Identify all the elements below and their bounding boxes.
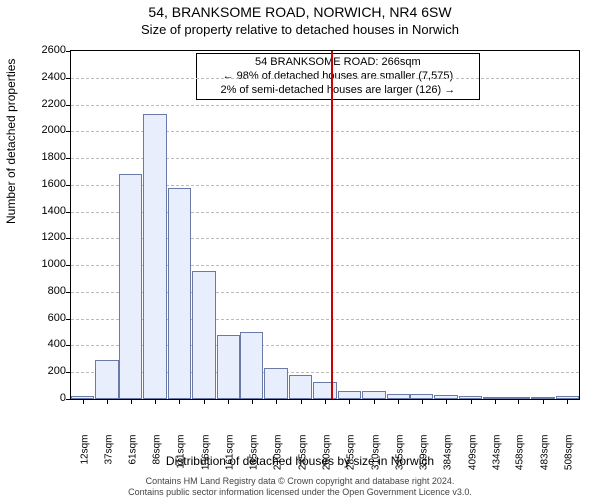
x-tick-label: 384sqm <box>443 435 454 485</box>
y-tick-label: 400 <box>26 338 66 350</box>
x-tick-label: 285sqm <box>346 435 357 485</box>
x-tick-label: 508sqm <box>564 435 575 485</box>
histogram-bar <box>192 271 215 399</box>
y-tick-label: 600 <box>26 312 66 324</box>
footer-line: Contains public sector information licen… <box>0 487 600 498</box>
x-tick-mark <box>107 399 108 404</box>
y-tick-mark <box>66 345 71 346</box>
y-tick-label: 2400 <box>26 71 66 83</box>
y-tick-mark <box>66 105 71 106</box>
chart-container: 54, BRANKSOME ROAD, NORWICH, NR4 6SW Siz… <box>0 4 600 504</box>
info-line: ← 98% of detached houses are smaller (7,… <box>203 70 473 84</box>
y-tick-mark <box>66 372 71 373</box>
histogram-bar <box>217 335 240 399</box>
histogram-bar <box>95 360 118 399</box>
x-tick-label: 12sqm <box>79 435 90 485</box>
page-title: 54, BRANKSOME ROAD, NORWICH, NR4 6SW <box>0 4 600 20</box>
x-tick-label: 458sqm <box>515 435 526 485</box>
x-tick-mark <box>543 399 544 404</box>
x-tick-mark <box>422 399 423 404</box>
x-tick-label: 210sqm <box>273 435 284 485</box>
y-tick-mark <box>66 158 71 159</box>
y-tick-mark <box>66 292 71 293</box>
x-tick-label: 37sqm <box>104 435 115 485</box>
y-tick-label: 2000 <box>26 124 66 136</box>
x-tick-mark <box>228 399 229 404</box>
x-tick-label: 335sqm <box>395 435 406 485</box>
y-tick-label: 2600 <box>26 44 66 56</box>
histogram-bar <box>240 332 263 399</box>
y-tick-mark <box>66 185 71 186</box>
histogram-bar <box>143 114 166 399</box>
info-line: 2% of semi-detached houses are larger (1… <box>203 84 473 98</box>
info-line: 54 BRANKSOME ROAD: 266sqm <box>203 56 473 70</box>
x-tick-mark <box>471 399 472 404</box>
x-tick-mark <box>204 399 205 404</box>
x-tick-label: 260sqm <box>322 435 333 485</box>
y-tick-mark <box>66 319 71 320</box>
x-tick-label: 434sqm <box>491 435 502 485</box>
x-tick-label: 111sqm <box>176 435 187 485</box>
x-tick-mark <box>252 399 253 404</box>
x-tick-mark <box>446 399 447 404</box>
x-tick-label: 161sqm <box>225 435 236 485</box>
y-tick-mark <box>66 265 71 266</box>
info-box: 54 BRANKSOME ROAD: 266sqm ← 98% of detac… <box>196 53 480 100</box>
x-tick-label: 310sqm <box>370 435 381 485</box>
x-tick-mark <box>179 399 180 404</box>
histogram-bar <box>289 375 312 399</box>
y-tick-label: 2200 <box>26 98 66 110</box>
grid-line <box>71 105 579 106</box>
y-tick-mark <box>66 131 71 132</box>
x-tick-label: 409sqm <box>467 435 478 485</box>
x-tick-label: 359sqm <box>418 435 429 485</box>
x-tick-mark <box>83 399 84 404</box>
y-tick-label: 1200 <box>26 231 66 243</box>
plot-area: 54 BRANKSOME ROAD: 266sqm ← 98% of detac… <box>70 50 580 400</box>
x-tick-mark <box>398 399 399 404</box>
y-tick-mark <box>66 212 71 213</box>
y-tick-label: 800 <box>26 285 66 297</box>
y-tick-label: 1600 <box>26 178 66 190</box>
reference-line <box>331 51 333 399</box>
x-tick-label: 61sqm <box>127 435 138 485</box>
y-tick-mark <box>66 238 71 239</box>
y-tick-label: 1000 <box>26 258 66 270</box>
x-tick-mark <box>567 399 568 404</box>
x-tick-mark <box>155 399 156 404</box>
x-tick-label: 86sqm <box>152 435 163 485</box>
y-tick-label: 1400 <box>26 205 66 217</box>
histogram-bar <box>313 382 336 399</box>
histogram-bar <box>338 391 361 399</box>
histogram-bar <box>119 174 142 399</box>
histogram-bar <box>264 368 287 399</box>
x-tick-mark <box>276 399 277 404</box>
page-subtitle: Size of property relative to detached ho… <box>0 22 600 37</box>
y-tick-mark <box>66 51 71 52</box>
x-tick-mark <box>349 399 350 404</box>
histogram-bar <box>362 391 385 399</box>
x-tick-mark <box>325 399 326 404</box>
x-tick-label: 235sqm <box>297 435 308 485</box>
x-tick-mark <box>131 399 132 404</box>
y-tick-label: 1800 <box>26 151 66 163</box>
x-tick-mark <box>374 399 375 404</box>
x-tick-mark <box>495 399 496 404</box>
y-tick-label: 0 <box>26 392 66 404</box>
x-tick-label: 483sqm <box>539 435 550 485</box>
x-tick-label: 185sqm <box>248 435 259 485</box>
x-tick-mark <box>301 399 302 404</box>
histogram-bar <box>168 188 191 399</box>
y-tick-mark <box>66 399 71 400</box>
y-axis-label: Number of detached properties <box>4 59 18 224</box>
grid-line <box>71 78 579 79</box>
x-tick-label: 136sqm <box>200 435 211 485</box>
y-tick-mark <box>66 78 71 79</box>
y-tick-label: 200 <box>26 365 66 377</box>
x-tick-mark <box>518 399 519 404</box>
